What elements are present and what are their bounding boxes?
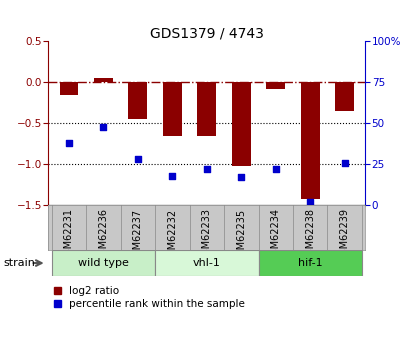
- Bar: [197, 82, 216, 136]
- Text: GSM62236: GSM62236: [98, 208, 108, 262]
- Point: [238, 175, 245, 180]
- Bar: [301, 82, 320, 199]
- Bar: [266, 82, 285, 89]
- Point: [100, 124, 107, 129]
- Point: [341, 160, 348, 165]
- Point: [307, 199, 314, 205]
- Bar: [232, 82, 251, 166]
- Bar: [155, 250, 259, 276]
- Point: [273, 166, 279, 172]
- Text: GSM62237: GSM62237: [133, 208, 143, 262]
- Text: GSM62235: GSM62235: [236, 208, 246, 262]
- Text: GSM62232: GSM62232: [168, 208, 177, 262]
- Bar: [94, 78, 113, 82]
- Bar: [335, 82, 354, 111]
- Bar: [259, 250, 362, 276]
- Text: GSM62234: GSM62234: [271, 208, 281, 262]
- Bar: [60, 82, 79, 95]
- Point: [204, 166, 210, 172]
- Point: [134, 157, 141, 162]
- Bar: [52, 250, 155, 276]
- Legend: log2 ratio, percentile rank within the sample: log2 ratio, percentile rank within the s…: [53, 286, 245, 309]
- Bar: [129, 82, 147, 119]
- Text: GSM62239: GSM62239: [340, 208, 350, 262]
- Text: GSM62233: GSM62233: [202, 208, 212, 262]
- Text: GSM62231: GSM62231: [64, 208, 74, 262]
- Text: vhl-1: vhl-1: [193, 258, 221, 268]
- Title: GDS1379 / 4743: GDS1379 / 4743: [150, 26, 264, 40]
- Text: wild type: wild type: [78, 258, 129, 268]
- Point: [66, 140, 72, 146]
- Bar: [163, 82, 182, 136]
- Point: [169, 173, 176, 178]
- Text: strain: strain: [3, 258, 35, 268]
- Text: GSM62238: GSM62238: [305, 208, 315, 262]
- Text: hif-1: hif-1: [298, 258, 323, 268]
